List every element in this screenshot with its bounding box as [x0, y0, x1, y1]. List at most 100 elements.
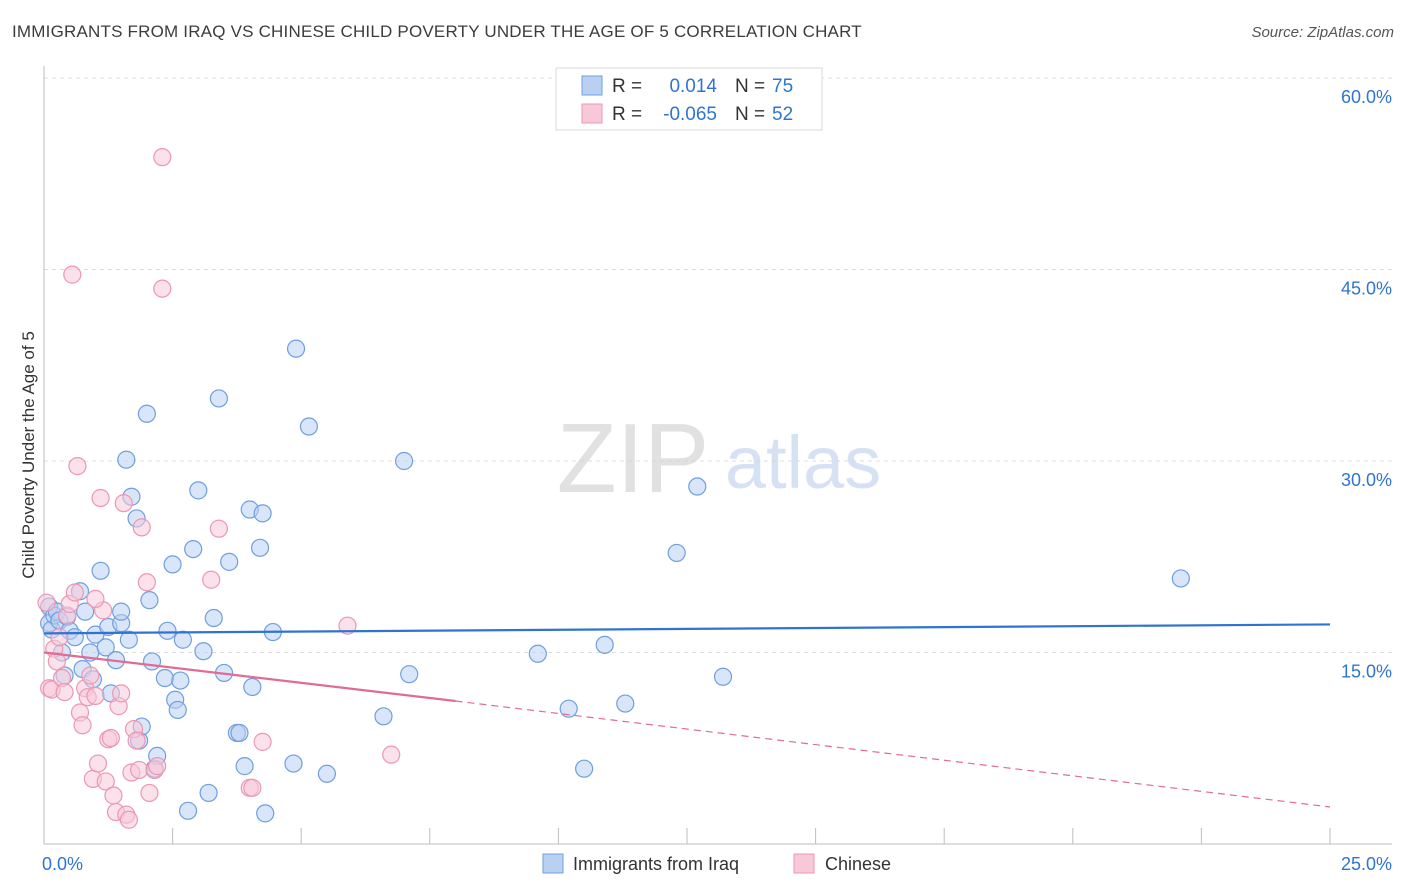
- trendlines: [43, 623, 1331, 808]
- iraq-point: [1171, 569, 1190, 588]
- iraq-point: [142, 652, 162, 671]
- legend-n-label-iraq: N =: [735, 76, 765, 97]
- chinese-point: [140, 783, 159, 803]
- iraq-point: [230, 723, 249, 743]
- iraq-point: [394, 451, 414, 471]
- iraq-point: [575, 759, 594, 778]
- legend-r-label-iraq: R =: [612, 76, 642, 97]
- chinese-point: [127, 731, 146, 750]
- iraq-point: [284, 754, 303, 773]
- legend-swatch-chinese: [581, 103, 603, 124]
- iraq-point: [178, 801, 198, 820]
- iraq-point: [204, 608, 223, 628]
- iraq-point: [286, 339, 306, 358]
- iraq-point: [171, 671, 190, 690]
- chinese-point: [63, 265, 82, 284]
- iraq-point: [194, 642, 213, 661]
- iraq-point: [158, 621, 177, 640]
- chinese-point: [137, 573, 156, 592]
- chinese-point: [81, 666, 100, 685]
- chinese-point: [114, 494, 133, 513]
- iraq-point: [317, 764, 337, 783]
- iraq-point: [256, 804, 275, 823]
- chinese-point: [73, 716, 92, 735]
- iraq-point: [559, 699, 578, 718]
- chinese-point: [338, 616, 357, 635]
- y-axis-label: Child Poverty Under the Age of 5: [19, 331, 38, 579]
- iraq-point: [243, 677, 262, 697]
- chinese-point: [132, 518, 151, 537]
- iraq-point: [184, 539, 203, 559]
- iraq-point: [713, 667, 733, 686]
- iraq-point: [595, 635, 614, 654]
- iraq-point: [400, 665, 419, 684]
- watermark-atlas: atlas: [725, 421, 881, 504]
- chinese-point: [243, 778, 262, 797]
- watermark-zip: ZIP: [557, 403, 709, 513]
- legend-r-value-chinese: -0.065: [663, 104, 717, 125]
- chinese-point: [37, 593, 56, 612]
- bottom-legend-swatch-chinese: [793, 853, 815, 874]
- chinese-point: [119, 810, 138, 829]
- chinese-point: [130, 760, 149, 780]
- legend-n-value-iraq: 75: [772, 76, 793, 97]
- legend-swatch-iraq: [581, 75, 603, 96]
- legend-n-label-chinese: N =: [735, 104, 765, 125]
- iraq-trendline: [43, 623, 1331, 635]
- legend-n-value-chinese: 52: [772, 104, 793, 125]
- chinese-point: [104, 786, 123, 805]
- chinese-point: [112, 684, 131, 703]
- iraq-point: [189, 481, 208, 500]
- chinese-point: [86, 589, 105, 608]
- iraq-point: [173, 630, 192, 649]
- iraq-point: [374, 707, 393, 726]
- bottom-legend-label-chinese: Chinese: [825, 854, 891, 874]
- tick-labels: 15.0% 30.0% 45.0% 60.0% 0.0% 25.0%: [42, 87, 1392, 874]
- iraq-point: [528, 644, 547, 663]
- y-tick-label: 60.0%: [1341, 87, 1392, 107]
- chinese-point: [153, 279, 172, 298]
- iraq-point: [688, 477, 707, 496]
- chinese-point: [153, 148, 172, 167]
- chinese-point: [209, 519, 228, 538]
- chinese-point: [202, 570, 221, 589]
- iraq-point: [117, 450, 136, 469]
- iraq-point: [616, 694, 635, 713]
- series-legend: Immigrants from Iraq Chinese: [542, 853, 891, 874]
- y-tick-label: 45.0%: [1341, 279, 1392, 299]
- chinese-point: [101, 728, 120, 748]
- chinese-point: [86, 686, 105, 706]
- y-tick-label: 15.0%: [1341, 662, 1392, 682]
- chinese-point: [253, 732, 272, 751]
- iraq-point: [299, 417, 319, 436]
- iraq-point: [76, 602, 95, 621]
- iraq-point: [155, 668, 174, 688]
- legend-r-label-chinese: R =: [612, 104, 642, 125]
- iraq-point: [137, 404, 156, 423]
- iraq-point: [112, 602, 131, 621]
- chinese-point: [55, 682, 74, 702]
- iraq-point: [235, 757, 254, 776]
- iraq-point: [220, 552, 239, 571]
- iraq-point: [96, 638, 115, 657]
- iraq-point: [168, 700, 187, 720]
- iraq-point: [140, 591, 159, 610]
- iraq-point: [250, 538, 270, 557]
- y-tick-label: 30.0%: [1341, 470, 1392, 490]
- chart-title: IMMIGRANTS FROM IRAQ VS CHINESE CHILD PO…: [12, 22, 862, 41]
- x-tick-label: 0.0%: [42, 854, 83, 874]
- iraq-point: [667, 543, 686, 563]
- chinese-point: [68, 457, 87, 476]
- chinese-trendline: [43, 651, 456, 703]
- stats-legend: R = 0.014 N = 75 R = -0.065 N = 52: [555, 67, 823, 131]
- bottom-legend-swatch-iraq: [542, 853, 564, 874]
- chinese-trendline-extension: [455, 700, 1331, 808]
- bottom-legend-label-iraq: Immigrants from Iraq: [573, 854, 739, 874]
- iraq-point: [65, 628, 84, 647]
- chinese-point: [382, 745, 401, 764]
- iraq-point: [91, 561, 110, 580]
- gridlines: [44, 77, 1392, 653]
- x-tick-label: 25.0%: [1341, 854, 1392, 874]
- iraq-point: [209, 389, 228, 408]
